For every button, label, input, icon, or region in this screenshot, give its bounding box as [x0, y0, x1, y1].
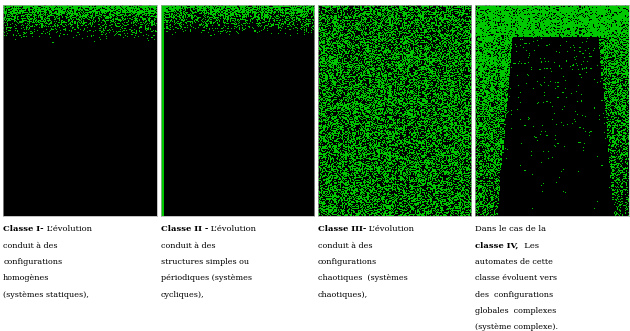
Text: configurations: configurations [3, 258, 62, 266]
Text: Classe III-: Classe III- [318, 225, 366, 233]
Text: (systèmes statiques),: (systèmes statiques), [3, 291, 89, 299]
Text: Dans le cas de la: Dans le cas de la [475, 225, 546, 233]
Text: classe IV,: classe IV, [475, 242, 518, 250]
Text: Classe I-: Classe I- [3, 225, 43, 233]
Text: structures simples ou: structures simples ou [161, 258, 249, 266]
Text: conduit à des: conduit à des [161, 242, 215, 250]
Text: chaotiques),: chaotiques), [318, 291, 368, 299]
Text: des  configurations: des configurations [475, 291, 553, 299]
Text: chaotiques  (systèmes: chaotiques (systèmes [318, 274, 408, 282]
Text: L’évolution: L’évolution [208, 225, 256, 233]
Text: configurations: configurations [318, 258, 377, 266]
Text: Les: Les [518, 242, 539, 250]
Text: automates de cette: automates de cette [475, 258, 553, 266]
Text: globales  complexes: globales complexes [475, 307, 556, 315]
Text: L’évolution: L’évolution [366, 225, 415, 233]
Text: conduit à des: conduit à des [318, 242, 372, 250]
Text: cycliques),: cycliques), [161, 291, 204, 299]
Text: classe évoluent vers: classe évoluent vers [475, 274, 557, 282]
Text: conduit à des: conduit à des [3, 242, 58, 250]
Text: L’évolution: L’évolution [43, 225, 92, 233]
Text: périodiques (systèmes: périodiques (systèmes [161, 274, 251, 282]
Text: homogènes: homogènes [3, 274, 50, 282]
Text: Classe II -: Classe II - [161, 225, 208, 233]
Text: (système complexe).: (système complexe). [475, 323, 558, 331]
